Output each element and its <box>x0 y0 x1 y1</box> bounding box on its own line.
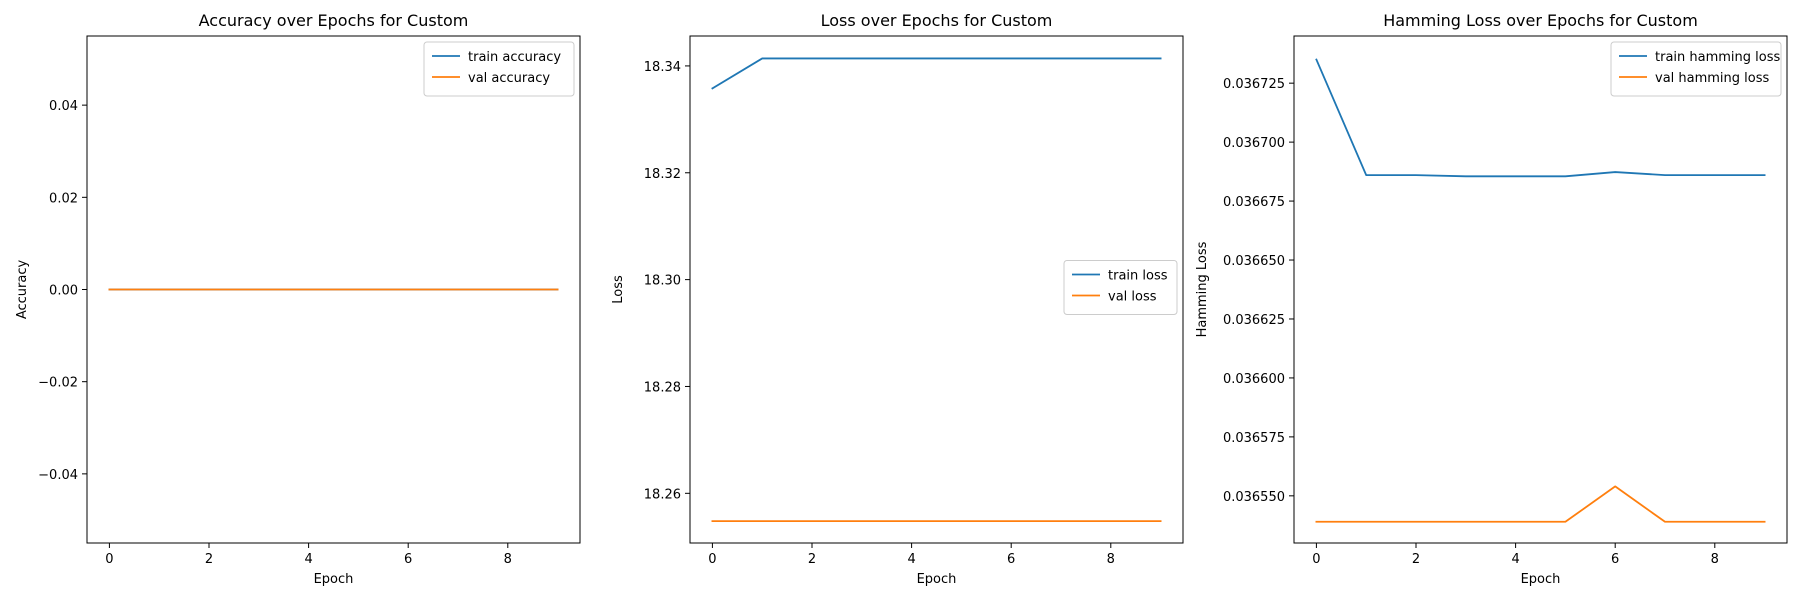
y-axis-label: Loss <box>611 275 626 304</box>
series-line-train-loss <box>711 57 1162 90</box>
series-line-train-hamming-loss <box>1315 58 1766 178</box>
x-tick-label: 8 <box>1107 552 1115 567</box>
legend: train hamming loss val hamming loss <box>1610 41 1782 97</box>
x-tick-label: 0 <box>105 552 113 567</box>
y-tick-label: 0.036650 <box>1223 254 1285 269</box>
x-tick-label: 8 <box>1711 552 1719 567</box>
y-tick-label: 0.036575 <box>1223 431 1285 446</box>
legend-label: train accuracy <box>468 50 561 65</box>
y-tick-label: 18.28 <box>644 380 681 395</box>
x-tick-label: 8 <box>504 552 512 567</box>
chart-panel-1: Accuracy over Epochs for Custom 0 2 4 6 8 −0.0… <box>15 11 581 587</box>
legend-box <box>423 41 575 97</box>
legend-label: val hamming loss <box>1655 71 1770 86</box>
x-tick-label: 2 <box>205 552 213 567</box>
x-tick-label: 6 <box>1611 552 1619 567</box>
y-tick-label: −0.02 <box>38 376 78 391</box>
legend: train loss val loss <box>1063 260 1178 315</box>
y-tick-label: 0.036625 <box>1223 313 1285 328</box>
y-tick-label: 0.00 <box>49 284 78 299</box>
y-tick-label: −0.04 <box>38 468 78 483</box>
legend-label: train hamming loss <box>1655 50 1780 65</box>
legend-label: val loss <box>1108 290 1157 305</box>
y-tick-label: 0.02 <box>49 191 78 206</box>
x-tick-label: 0 <box>1312 552 1320 567</box>
legend: train accuracy val accuracy <box>423 41 575 97</box>
axes-frame <box>689 35 1184 544</box>
y-tick-label: 0.036600 <box>1223 372 1285 387</box>
y-tick-label: 0.036550 <box>1223 490 1285 505</box>
x-tick-label: 4 <box>907 552 915 567</box>
axes-frame <box>1293 35 1788 544</box>
y-tick-label: 18.34 <box>644 60 681 75</box>
series-line-val-hamming-loss <box>1315 485 1766 523</box>
x-tick-label: 2 <box>1412 552 1420 567</box>
x-tick-label: 4 <box>304 552 312 567</box>
legend-label: train loss <box>1108 269 1168 284</box>
y-tick-label: 0.036725 <box>1223 77 1285 92</box>
chart-title: Accuracy over Epochs for Custom <box>199 11 469 30</box>
y-tick-label: 0.036700 <box>1223 136 1285 151</box>
chart-panel-2: Loss over Epochs for Custom 0 2 4 6 8 18.26 18.… <box>611 11 1184 587</box>
x-tick-label: 2 <box>808 552 816 567</box>
y-axis-label: Accuracy <box>15 260 30 320</box>
x-tick-label: 4 <box>1511 552 1519 567</box>
chart-title: Hamming Loss over Epochs for Custom <box>1383 11 1698 30</box>
y-tick-label: 18.26 <box>644 487 681 502</box>
y-tick-label: 0.036675 <box>1223 195 1285 210</box>
y-tick-label: 18.32 <box>644 167 681 182</box>
y-tick-label: 18.30 <box>644 274 681 289</box>
chart-title: Loss over Epochs for Custom <box>821 11 1053 30</box>
x-tick-label: 6 <box>1007 552 1015 567</box>
x-axis-label: Epoch <box>314 572 354 587</box>
x-axis-label: Epoch <box>1521 572 1561 587</box>
x-axis-label: Epoch <box>917 572 957 587</box>
x-tick-label: 0 <box>708 552 716 567</box>
y-axis-label: Hamming Loss <box>1195 241 1210 337</box>
y-tick-label: 0.04 <box>49 99 78 114</box>
x-tick-label: 6 <box>404 552 412 567</box>
legend-label: val accuracy <box>468 71 550 86</box>
chart-panel-3: Hamming Loss over Epochs for Custom 0 2 4 6 8… <box>1195 11 1788 587</box>
legend-box <box>1610 41 1782 97</box>
